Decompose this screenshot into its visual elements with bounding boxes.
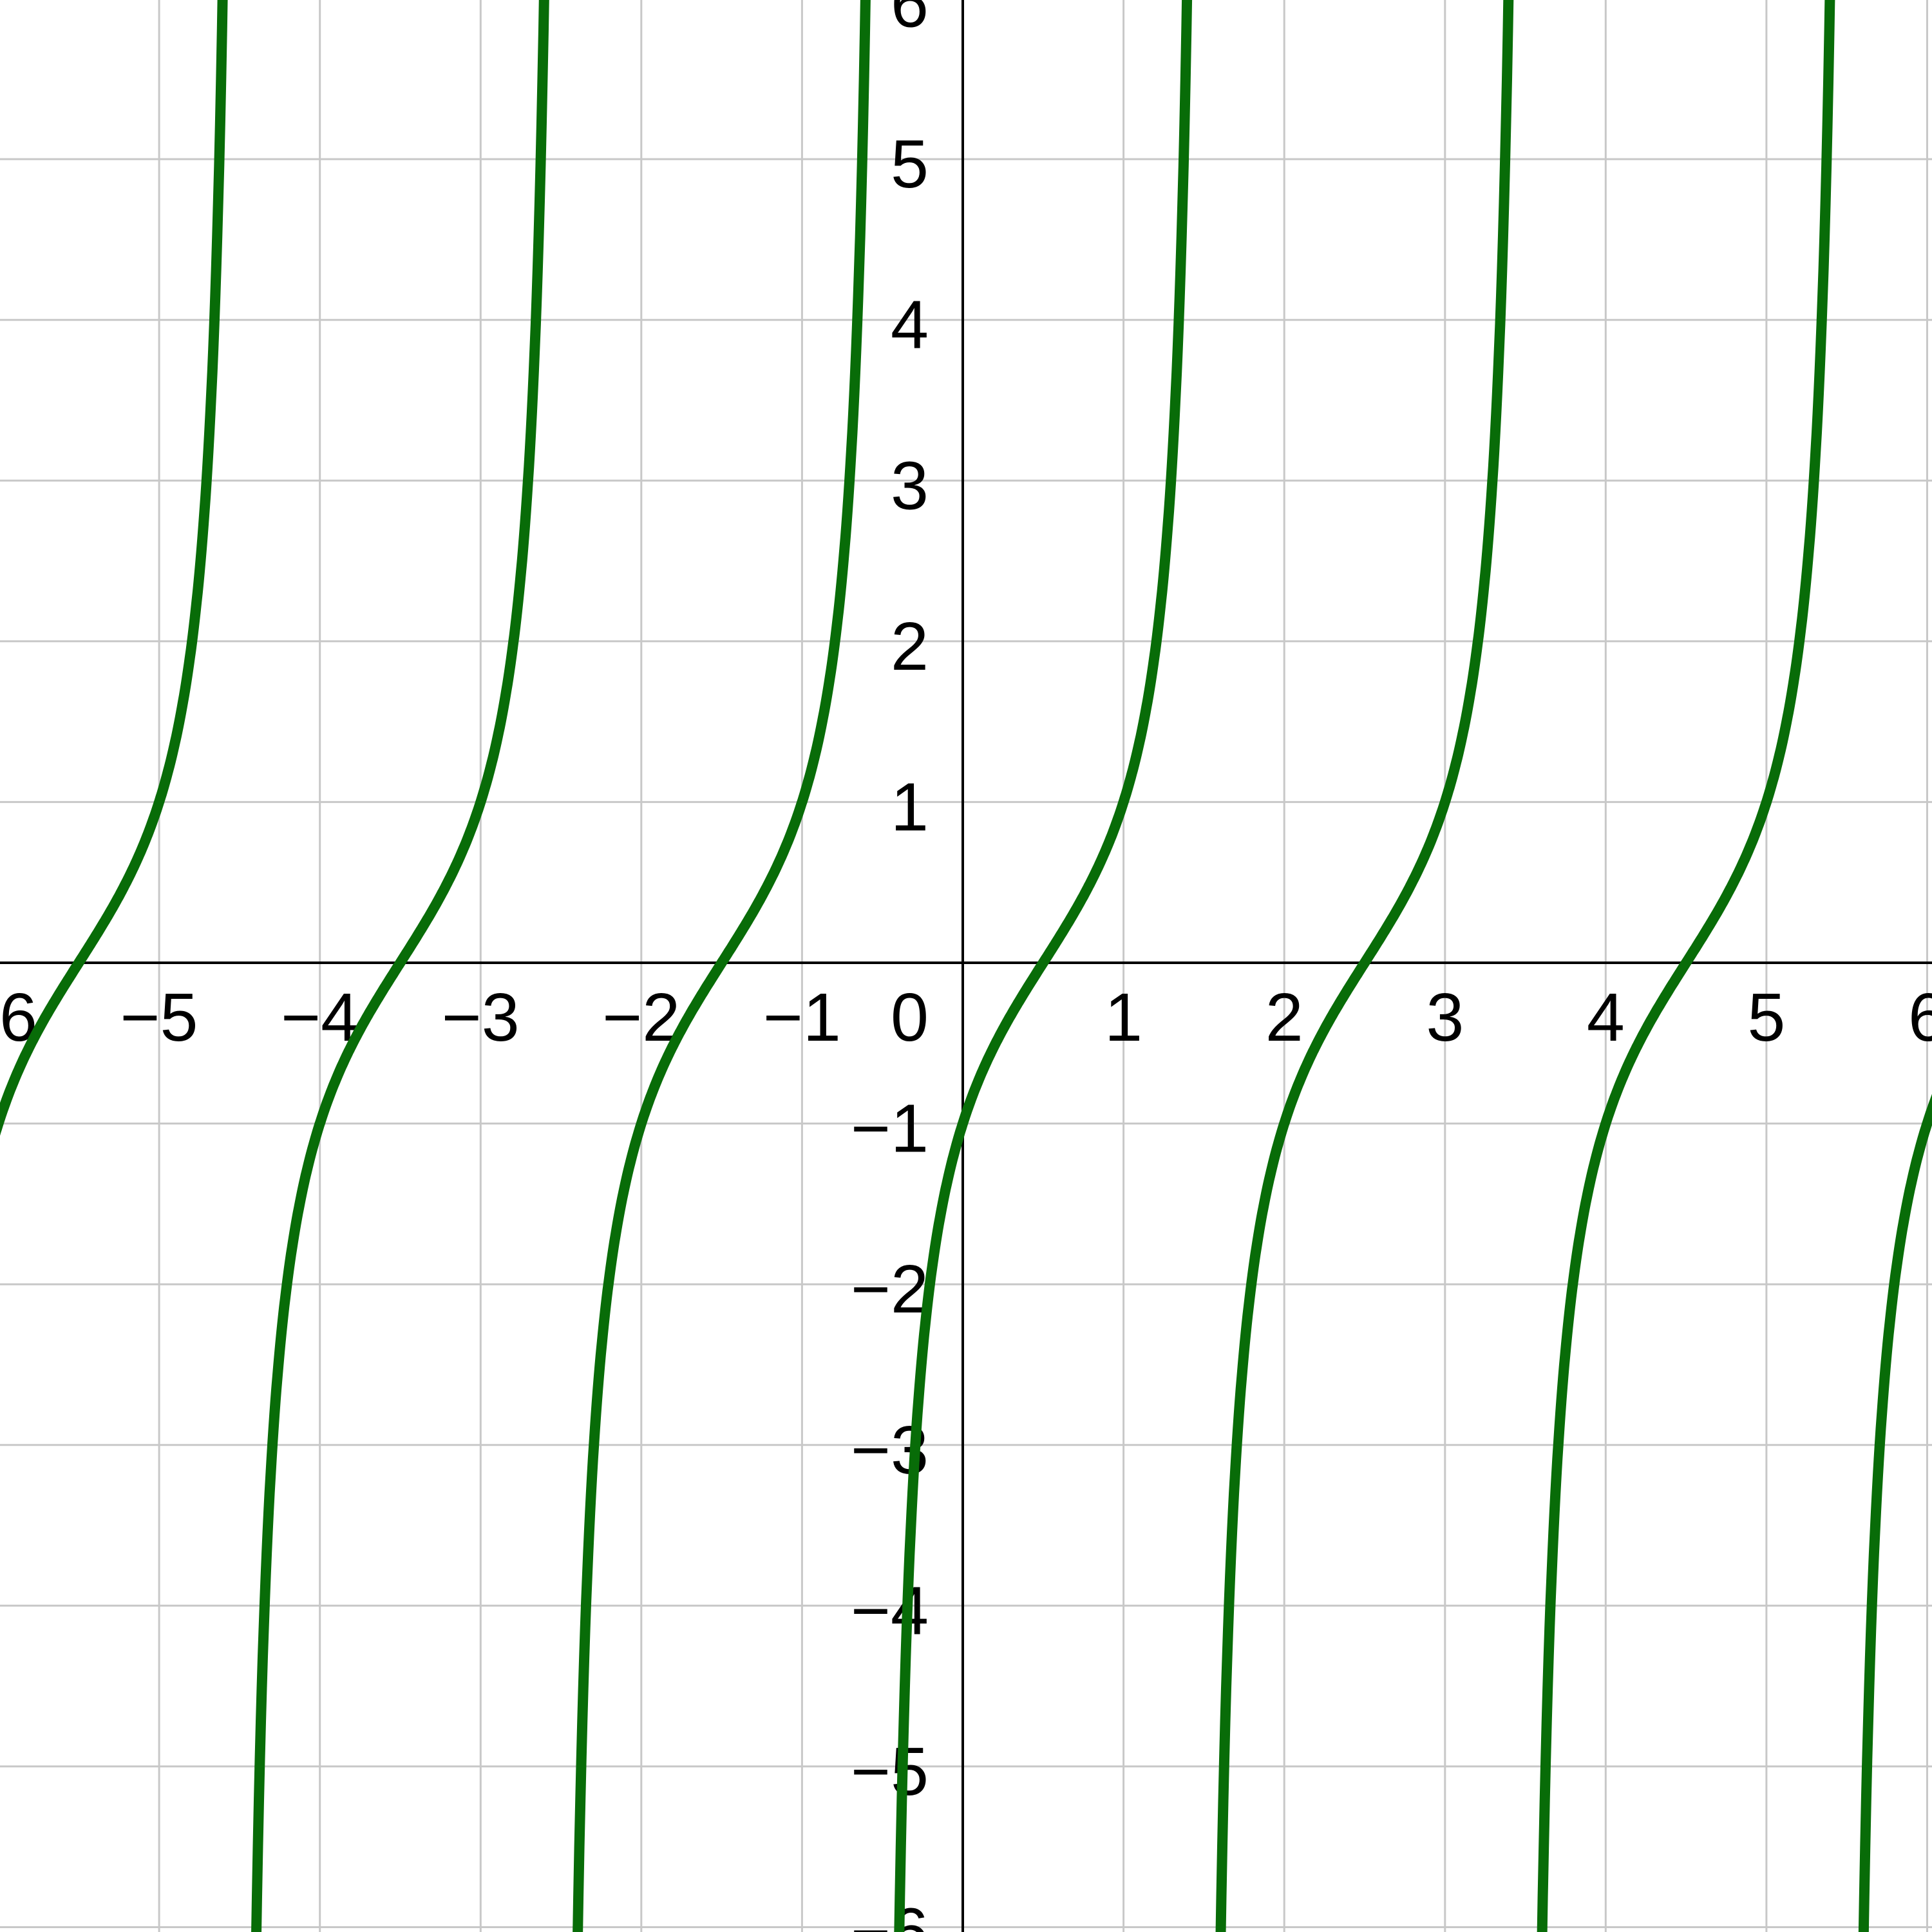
x-tick-label: 4: [1587, 980, 1625, 1056]
y-tick-label: −1: [851, 1091, 929, 1167]
y-tick-label: 2: [891, 609, 929, 685]
x-tick-label: 6: [1908, 980, 1932, 1056]
x-tick-label: 3: [1426, 980, 1464, 1056]
y-tick-label: 6: [891, 0, 929, 42]
x-tick-label: −1: [763, 980, 841, 1056]
curve-branch: [0, 0, 228, 1136]
curve-branch: [1215, 0, 1514, 1932]
x-tick-label: −5: [120, 980, 198, 1056]
x-tick-label: 2: [1265, 980, 1303, 1056]
curve-branch: [251, 0, 549, 1932]
curve-branch: [573, 0, 871, 1932]
y-tick-label: −6: [851, 1895, 929, 1932]
x-tick-label: −4: [281, 980, 359, 1056]
y-tick-label: −5: [851, 1734, 929, 1810]
x-tick-label: −2: [602, 980, 680, 1056]
y-tick-label: −4: [851, 1573, 929, 1649]
curve-branch: [894, 0, 1193, 1932]
x-tick-label: −3: [442, 980, 520, 1056]
y-tick-label: 1: [891, 769, 929, 845]
x-tick-label: 5: [1747, 980, 1785, 1056]
y-tick-label: 3: [891, 448, 929, 524]
y-tick-label: 4: [891, 287, 929, 363]
y-tick-label: 5: [891, 126, 929, 202]
origin-label: 0: [891, 980, 929, 1056]
y-tick-label: −2: [851, 1251, 929, 1327]
curve-branch: [1537, 0, 1835, 1932]
x-tick-label: 1: [1104, 980, 1142, 1056]
curve-branch: [1858, 1094, 1932, 1932]
